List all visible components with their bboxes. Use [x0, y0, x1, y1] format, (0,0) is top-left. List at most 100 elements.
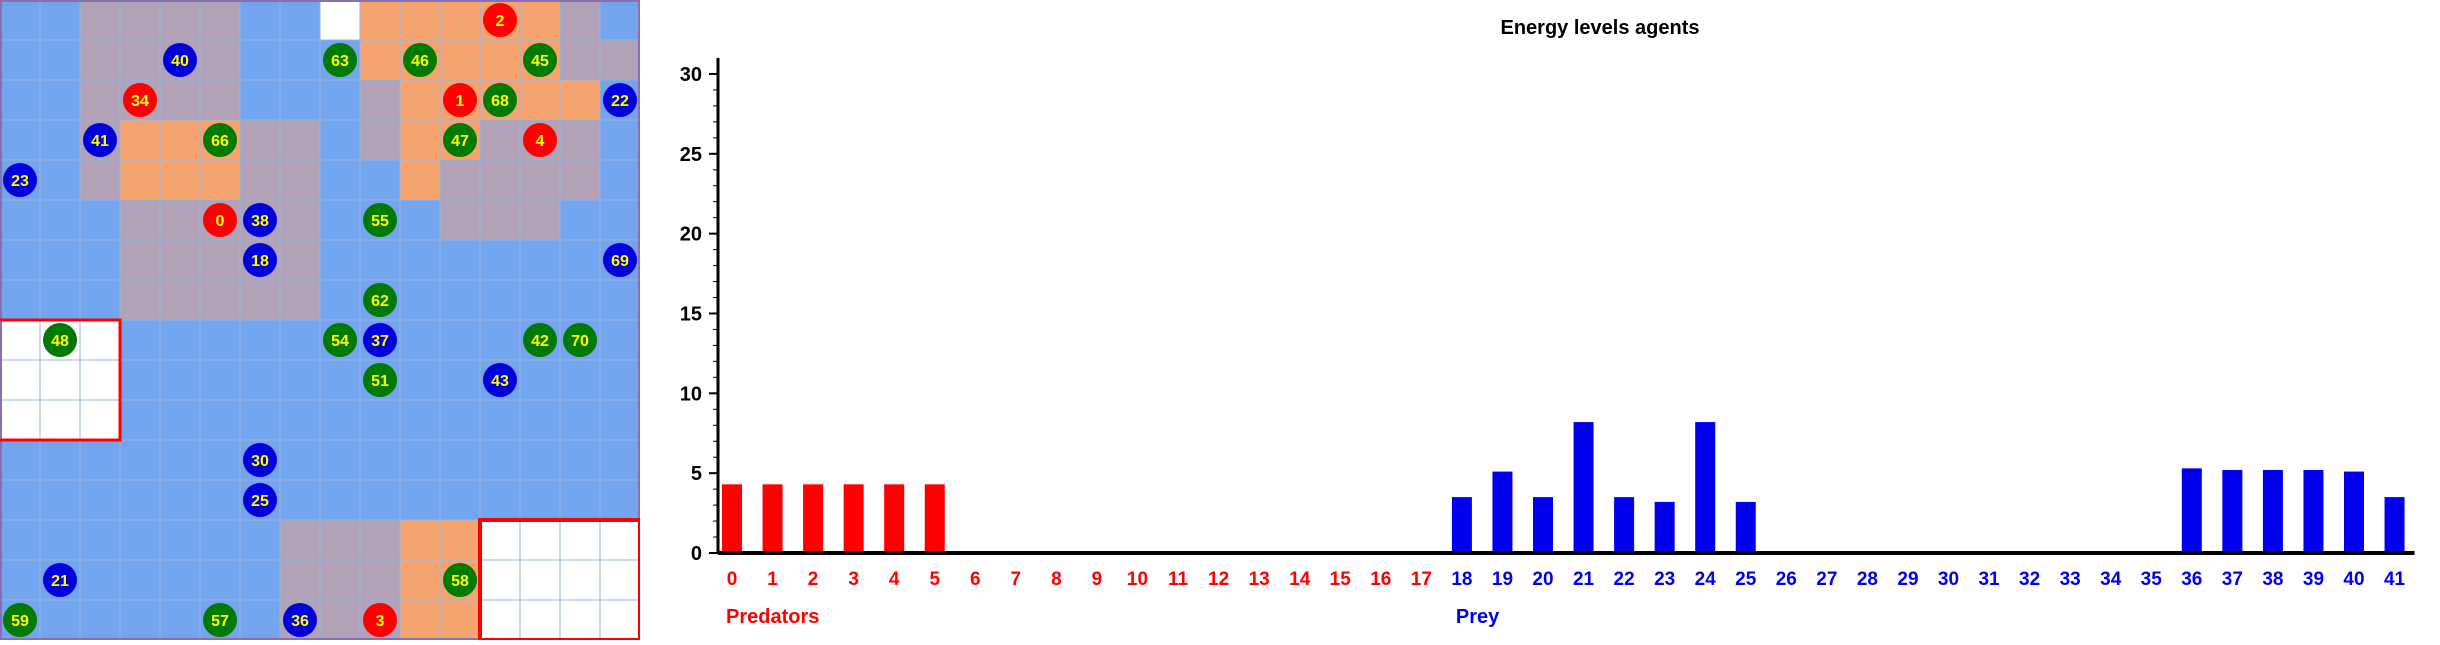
agent-predator[interactable]: 34 [123, 83, 157, 117]
grid-cell [559, 399, 601, 441]
y-tick-label: 20 [680, 224, 702, 246]
agent-prey[interactable]: 30 [243, 443, 277, 477]
bar [884, 484, 905, 553]
grid-cell [0, 399, 41, 441]
y-tick-label: 5 [691, 463, 702, 485]
x-tick-label: 14 [1289, 569, 1311, 590]
agent-prey-green[interactable]: 42 [523, 323, 557, 357]
agent-prey[interactable]: 18 [243, 243, 277, 277]
agent-prey-green[interactable]: 51 [363, 363, 397, 397]
grid-cell [439, 239, 481, 281]
grid-cell [79, 159, 121, 201]
agent-prey-green[interactable]: 70 [563, 323, 597, 357]
grid-cell [599, 119, 641, 161]
grid-cell [519, 399, 561, 441]
grid-cell [319, 159, 361, 201]
agent-predator[interactable]: 1 [443, 83, 477, 117]
grid-cell [559, 239, 601, 281]
agent-prey[interactable]: 37 [363, 323, 397, 357]
grid-cell [199, 279, 241, 321]
grid-cell [119, 199, 161, 241]
agent-prey-green[interactable]: 68 [483, 83, 517, 117]
agent-prey-green[interactable]: 46 [403, 43, 437, 77]
grid-cell [479, 119, 521, 161]
grid-cell [159, 399, 201, 441]
agent-prey[interactable]: 69 [603, 243, 637, 277]
grid-cell [319, 119, 361, 161]
agent-marker [443, 563, 477, 597]
agent-prey-green[interactable]: 45 [523, 43, 557, 77]
agent-label: 4 [536, 133, 545, 150]
agent-label: 54 [331, 333, 349, 350]
grid-cell [319, 199, 361, 241]
x-tick-label: 22 [1614, 569, 1635, 590]
agent-prey[interactable]: 36 [283, 603, 317, 637]
agent-predator[interactable]: 4 [523, 123, 557, 157]
grid-cell [39, 199, 81, 241]
agent-predator[interactable]: 2 [483, 3, 517, 37]
agent-predator[interactable]: 3 [363, 603, 397, 637]
grid-cell [119, 119, 161, 161]
grid-cell [559, 39, 601, 81]
agent-prey-green[interactable]: 54 [323, 323, 357, 357]
grid-cell [399, 519, 441, 561]
x-tick-label: 23 [1654, 569, 1675, 590]
grid-cell [199, 359, 241, 401]
grid-cell [0, 119, 41, 161]
agent-prey-green[interactable]: 58 [443, 563, 477, 597]
agent-prey[interactable]: 43 [483, 363, 517, 397]
grid-cell [399, 199, 441, 241]
agent-marker [483, 3, 517, 37]
grid-cell [79, 239, 121, 281]
grid-cell [399, 119, 441, 161]
agent-marker [483, 83, 517, 117]
agent-prey[interactable]: 23 [3, 163, 37, 197]
agent-marker [603, 243, 637, 277]
agent-prey-green[interactable]: 62 [363, 283, 397, 317]
grid-cell [439, 599, 481, 641]
grid-cell [79, 439, 121, 481]
x-tick-label: 26 [1776, 569, 1797, 590]
grid-cell [559, 119, 601, 161]
zone-border [0, 318, 122, 442]
grid-cell [359, 559, 401, 601]
agent-prey[interactable]: 38 [243, 203, 277, 237]
grid-cell [559, 79, 601, 121]
grid-cell [559, 159, 601, 201]
agent-prey-green[interactable]: 63 [323, 43, 357, 77]
agent-prey[interactable]: 41 [83, 123, 117, 157]
agent-prey[interactable]: 21 [43, 563, 77, 597]
agent-prey[interactable]: 22 [603, 83, 637, 117]
agent-prey-green[interactable]: 66 [203, 123, 237, 157]
grid-cell [279, 479, 321, 521]
agent-marker [83, 123, 117, 157]
agent-predator[interactable]: 0 [203, 203, 237, 237]
grid-cell [39, 119, 81, 161]
x-tick-label: 8 [1051, 569, 1062, 590]
grid-cell [319, 479, 361, 521]
grid-cell [479, 399, 521, 441]
agent-label: 18 [251, 253, 269, 270]
grid-cell [559, 439, 601, 481]
x-tick-label: 9 [1092, 569, 1103, 590]
agent-label: 36 [291, 613, 309, 630]
grid-cell [0, 279, 41, 321]
x-tick-label: 29 [1897, 569, 1918, 590]
bar [1573, 422, 1594, 553]
agent-prey-green[interactable]: 59 [3, 603, 37, 637]
grid-cell [359, 239, 401, 281]
grid-cell [279, 319, 321, 361]
agent-prey[interactable]: 25 [243, 483, 277, 517]
agent-prey-green[interactable]: 55 [363, 203, 397, 237]
agent-label: 70 [571, 333, 589, 350]
agent-marker [483, 363, 517, 397]
agent-prey-green[interactable]: 47 [443, 123, 477, 157]
grid-cell [0, 39, 41, 81]
agent-prey-green[interactable]: 57 [203, 603, 237, 637]
agent-prey[interactable]: 40 [163, 43, 197, 77]
agent-prey-green[interactable]: 48 [43, 323, 77, 357]
x-tick-label: 39 [2303, 569, 2324, 590]
grid-cell [119, 519, 161, 561]
x-tick-label: 17 [1411, 569, 1432, 590]
grid-cell [79, 79, 121, 121]
